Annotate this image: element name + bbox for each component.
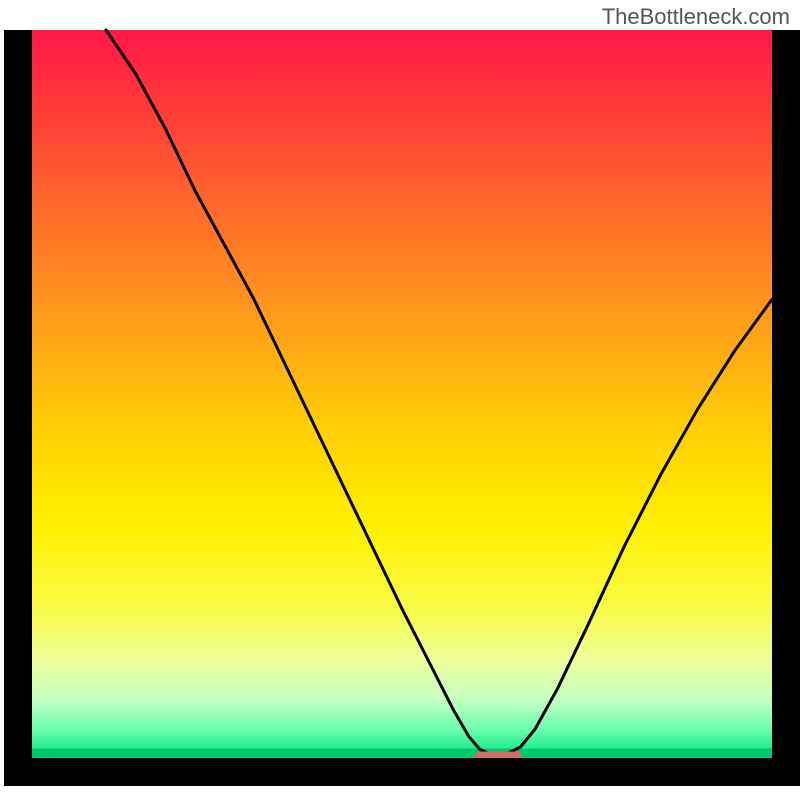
bottleneck-chart	[0, 0, 800, 800]
watermark-text: TheBottleneck.com	[602, 4, 790, 30]
axis-bottom	[4, 758, 800, 786]
baseline-band	[32, 749, 772, 758]
axis-right	[772, 30, 800, 772]
plot-background	[32, 30, 772, 758]
chart-container: TheBottleneck.com	[0, 0, 800, 800]
axis-left	[4, 30, 32, 772]
